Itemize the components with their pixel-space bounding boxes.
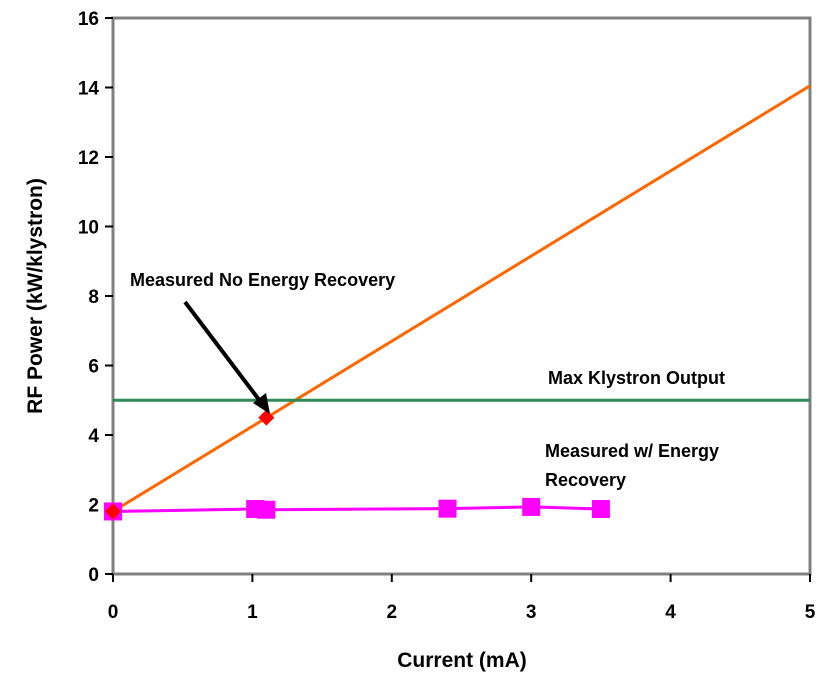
y-tick-label: 14 — [78, 79, 100, 100]
data-point-square — [591, 500, 610, 519]
annotation-energy-recovery-line2: Recovery — [545, 470, 626, 490]
x-axis-ticks: 0 1 2 3 4 5 — [108, 574, 816, 623]
x-tick-label: 5 — [805, 602, 816, 623]
data-point-square — [257, 500, 276, 519]
y-tick-label: 12 — [78, 148, 99, 169]
annotation-arrow — [183, 300, 270, 414]
annotation-energy-recovery-line1: Measured w/ Energy — [545, 441, 719, 461]
x-tick-label: 4 — [665, 602, 676, 623]
y-tick-label: 4 — [88, 426, 99, 447]
y-tick-label: 10 — [78, 218, 99, 239]
y-tick-label: 6 — [88, 357, 99, 378]
x-axis-title: Current (mA) — [397, 649, 527, 672]
y-tick-label: 2 — [88, 496, 99, 517]
series-line — [112, 505, 601, 513]
annotation-no-energy-recovery: Measured No Energy Recovery — [130, 270, 395, 290]
data-point-diamond — [105, 503, 121, 520]
y-tick-label: 0 — [88, 565, 99, 586]
x-tick-label: 3 — [526, 602, 537, 623]
series-line — [112, 84, 811, 513]
y-tick-label: 8 — [88, 287, 99, 308]
x-tick-label: 0 — [108, 602, 119, 623]
x-tick-label: 2 — [387, 602, 398, 623]
data-point-square — [522, 497, 541, 516]
series-layer — [104, 84, 811, 521]
annotation-max-klystron-output: Max Klystron Output — [548, 368, 725, 388]
y-tick-label: 16 — [78, 9, 99, 30]
x-tick-label: 1 — [247, 602, 258, 623]
y-axis-ticks: 0 2 4 6 8 10 12 14 16 — [78, 9, 113, 586]
data-point-square — [438, 499, 457, 518]
y-axis-title: RF Power (kW/klystron) — [24, 178, 47, 414]
plot-area — [111, 16, 812, 576]
data-point-diamond — [258, 409, 275, 426]
